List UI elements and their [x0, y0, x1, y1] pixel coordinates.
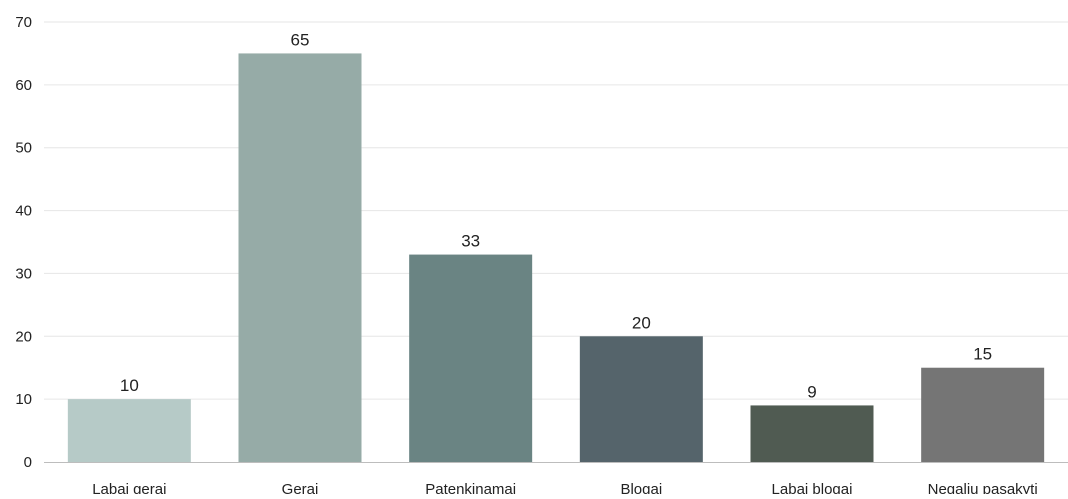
bar-value-label: 9: [807, 382, 816, 401]
bar-value-label: 10: [120, 376, 139, 395]
bar-value-label: 20: [632, 313, 651, 332]
bar-0: [67, 399, 191, 462]
y-tick-label: 0: [24, 454, 32, 471]
y-tick-label: 20: [15, 328, 32, 345]
bar-2: [409, 254, 533, 462]
x-tick-label: Gerai: [282, 481, 319, 494]
x-tick-label: Labai gerai: [92, 481, 166, 494]
y-tick-label: 30: [15, 265, 32, 282]
x-axis-ticks: Labai gerai Gerai Patenkinamai Blogai Labai …: [92, 481, 1038, 498]
x-tick-label: Labai blogai: [772, 481, 853, 494]
x-tick-label: Blogai: [620, 481, 662, 494]
x-tick-label: Patenkinamai: [425, 481, 516, 494]
bar-3: [579, 336, 703, 462]
bar-value-labels: 10 65 33 20 9 15: [120, 30, 992, 401]
gridlines: [44, 21, 1068, 400]
bar-value-label: 33: [461, 232, 480, 251]
bar-4: [750, 405, 874, 462]
y-tick-label: 70: [15, 14, 32, 31]
bar-value-label: 65: [291, 30, 310, 49]
bar-1: [238, 53, 362, 463]
x-tick-label: Negaliu pasakyti: [928, 481, 1038, 494]
bar-5: [921, 367, 1045, 462]
y-tick-label: 40: [15, 203, 32, 220]
y-tick-label: 60: [15, 77, 32, 94]
bar-value-label: 15: [973, 345, 992, 364]
y-axis-ticks: 0 10 20 30 40 50 60 70: [15, 14, 32, 471]
bars: [67, 53, 1045, 463]
y-tick-label: 10: [15, 391, 32, 408]
y-tick-label: 50: [15, 140, 32, 157]
